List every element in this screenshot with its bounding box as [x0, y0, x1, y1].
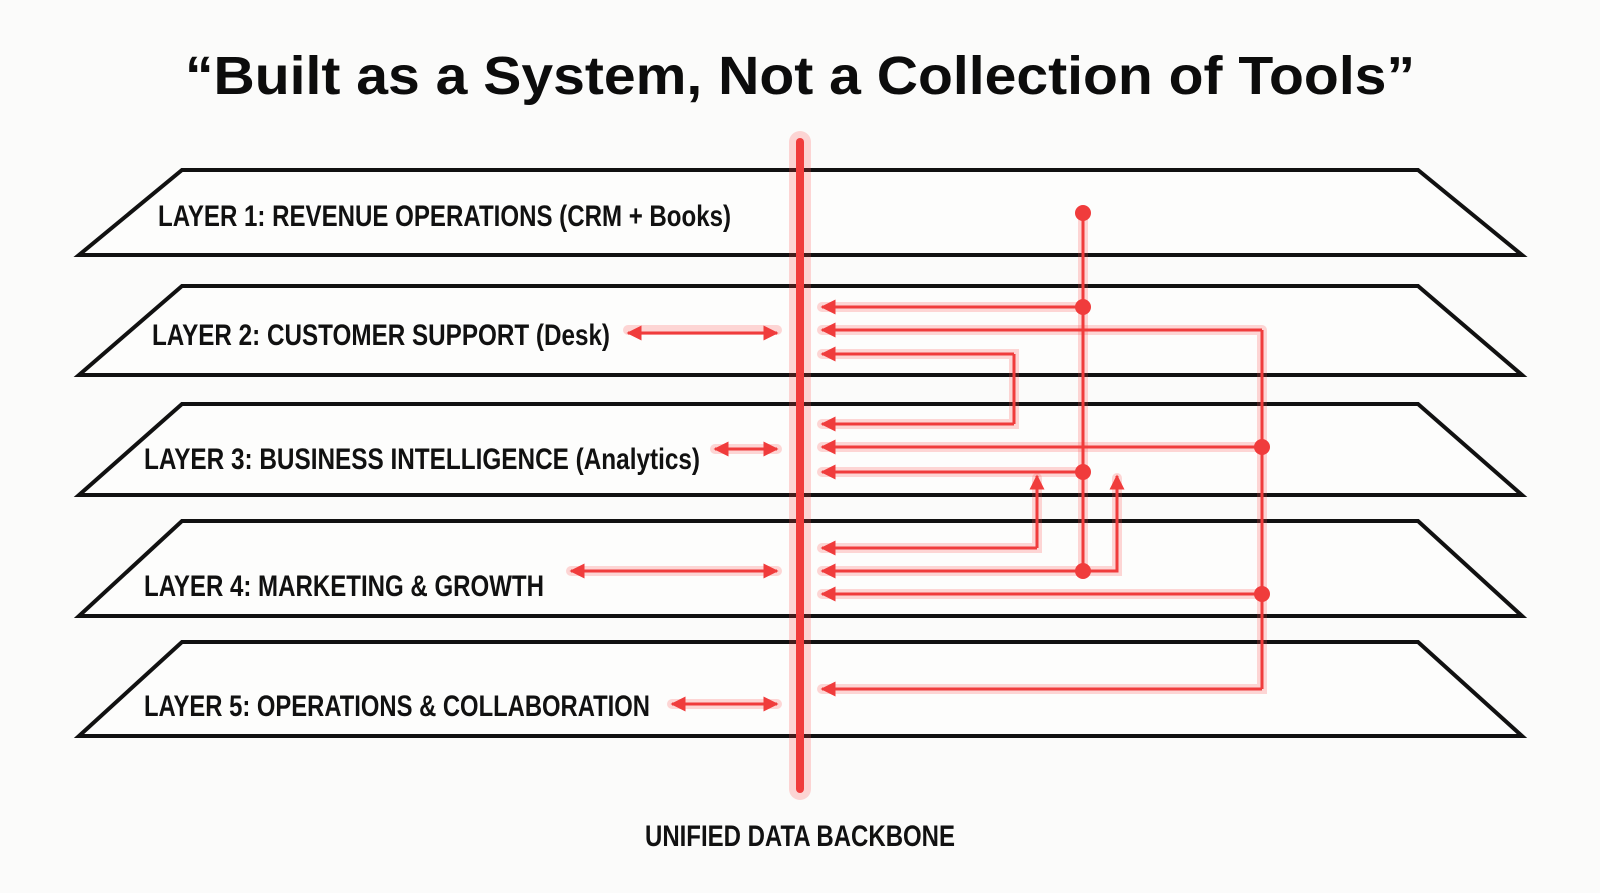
backbone-label: UNIFIED DATA BACKBONE: [645, 820, 955, 853]
layer-3-label: LAYER 3: BUSINESS INTELLIGENCE (Analytic…: [144, 443, 700, 476]
junction-dot: [1254, 586, 1270, 602]
junction-dot: [1075, 299, 1091, 315]
connector-lines: [566, 208, 1267, 712]
layer-5-label: LAYER 5: OPERATIONS & COLLABORATION: [144, 690, 650, 723]
junction-dot: [1075, 563, 1091, 579]
layer-4-label: LAYER 4: MARKETING & GROWTH: [144, 570, 544, 603]
link-marketing-up-2: [1083, 474, 1125, 573]
junction-dot: [1075, 205, 1091, 221]
layer-2-label: LAYER 2: CUSTOMER SUPPORT (Desk): [152, 319, 610, 352]
layer-1-label: LAYER 1: REVENUE OPERATIONS (CRM + Books…: [158, 200, 731, 233]
page-title: “Built as a System, Not a Collection of …: [185, 46, 1415, 106]
junction-dot: [1075, 464, 1091, 480]
junction-dot: [1254, 439, 1270, 455]
junction-dots: [1075, 205, 1270, 602]
